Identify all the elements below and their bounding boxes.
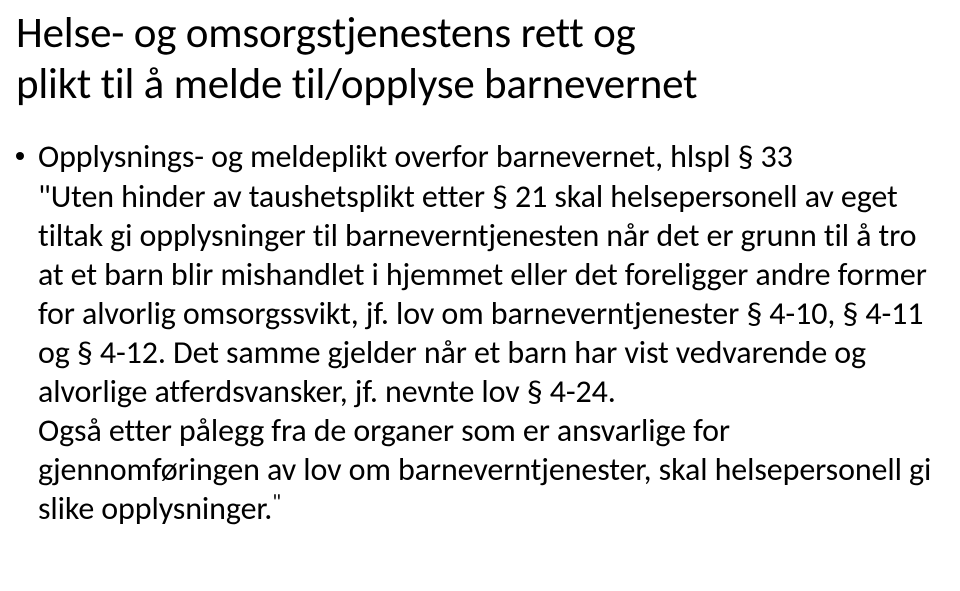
quote-block: "Uten hinder av taushetsplikt etter § 21… (38, 177, 938, 528)
quote-body: Uten hinder av taushetsplikt etter § 21 … (38, 177, 927, 411)
bullet-item: Opplysnings- og meldeplikt overfor barne… (16, 137, 938, 176)
page-title: Helse- og omsorgstjenestens rett og plik… (16, 8, 938, 109)
quote-close-mark: " (272, 488, 281, 515)
title-line-1: Helse- og omsorgstjenestens rett og (16, 6, 636, 59)
bullet-text: Opplysnings- og meldeplikt overfor barne… (38, 137, 793, 176)
quote-open-mark: " (38, 177, 51, 216)
slide-page: Helse- og omsorgstjenestens rett og plik… (0, 0, 960, 528)
title-line-2: plikt til å melde til/opplyse barneverne… (16, 57, 697, 110)
quote-paragraph-2: Også etter pålegg fra de organer som er … (38, 411, 931, 528)
bullet-dot-icon (16, 152, 24, 160)
